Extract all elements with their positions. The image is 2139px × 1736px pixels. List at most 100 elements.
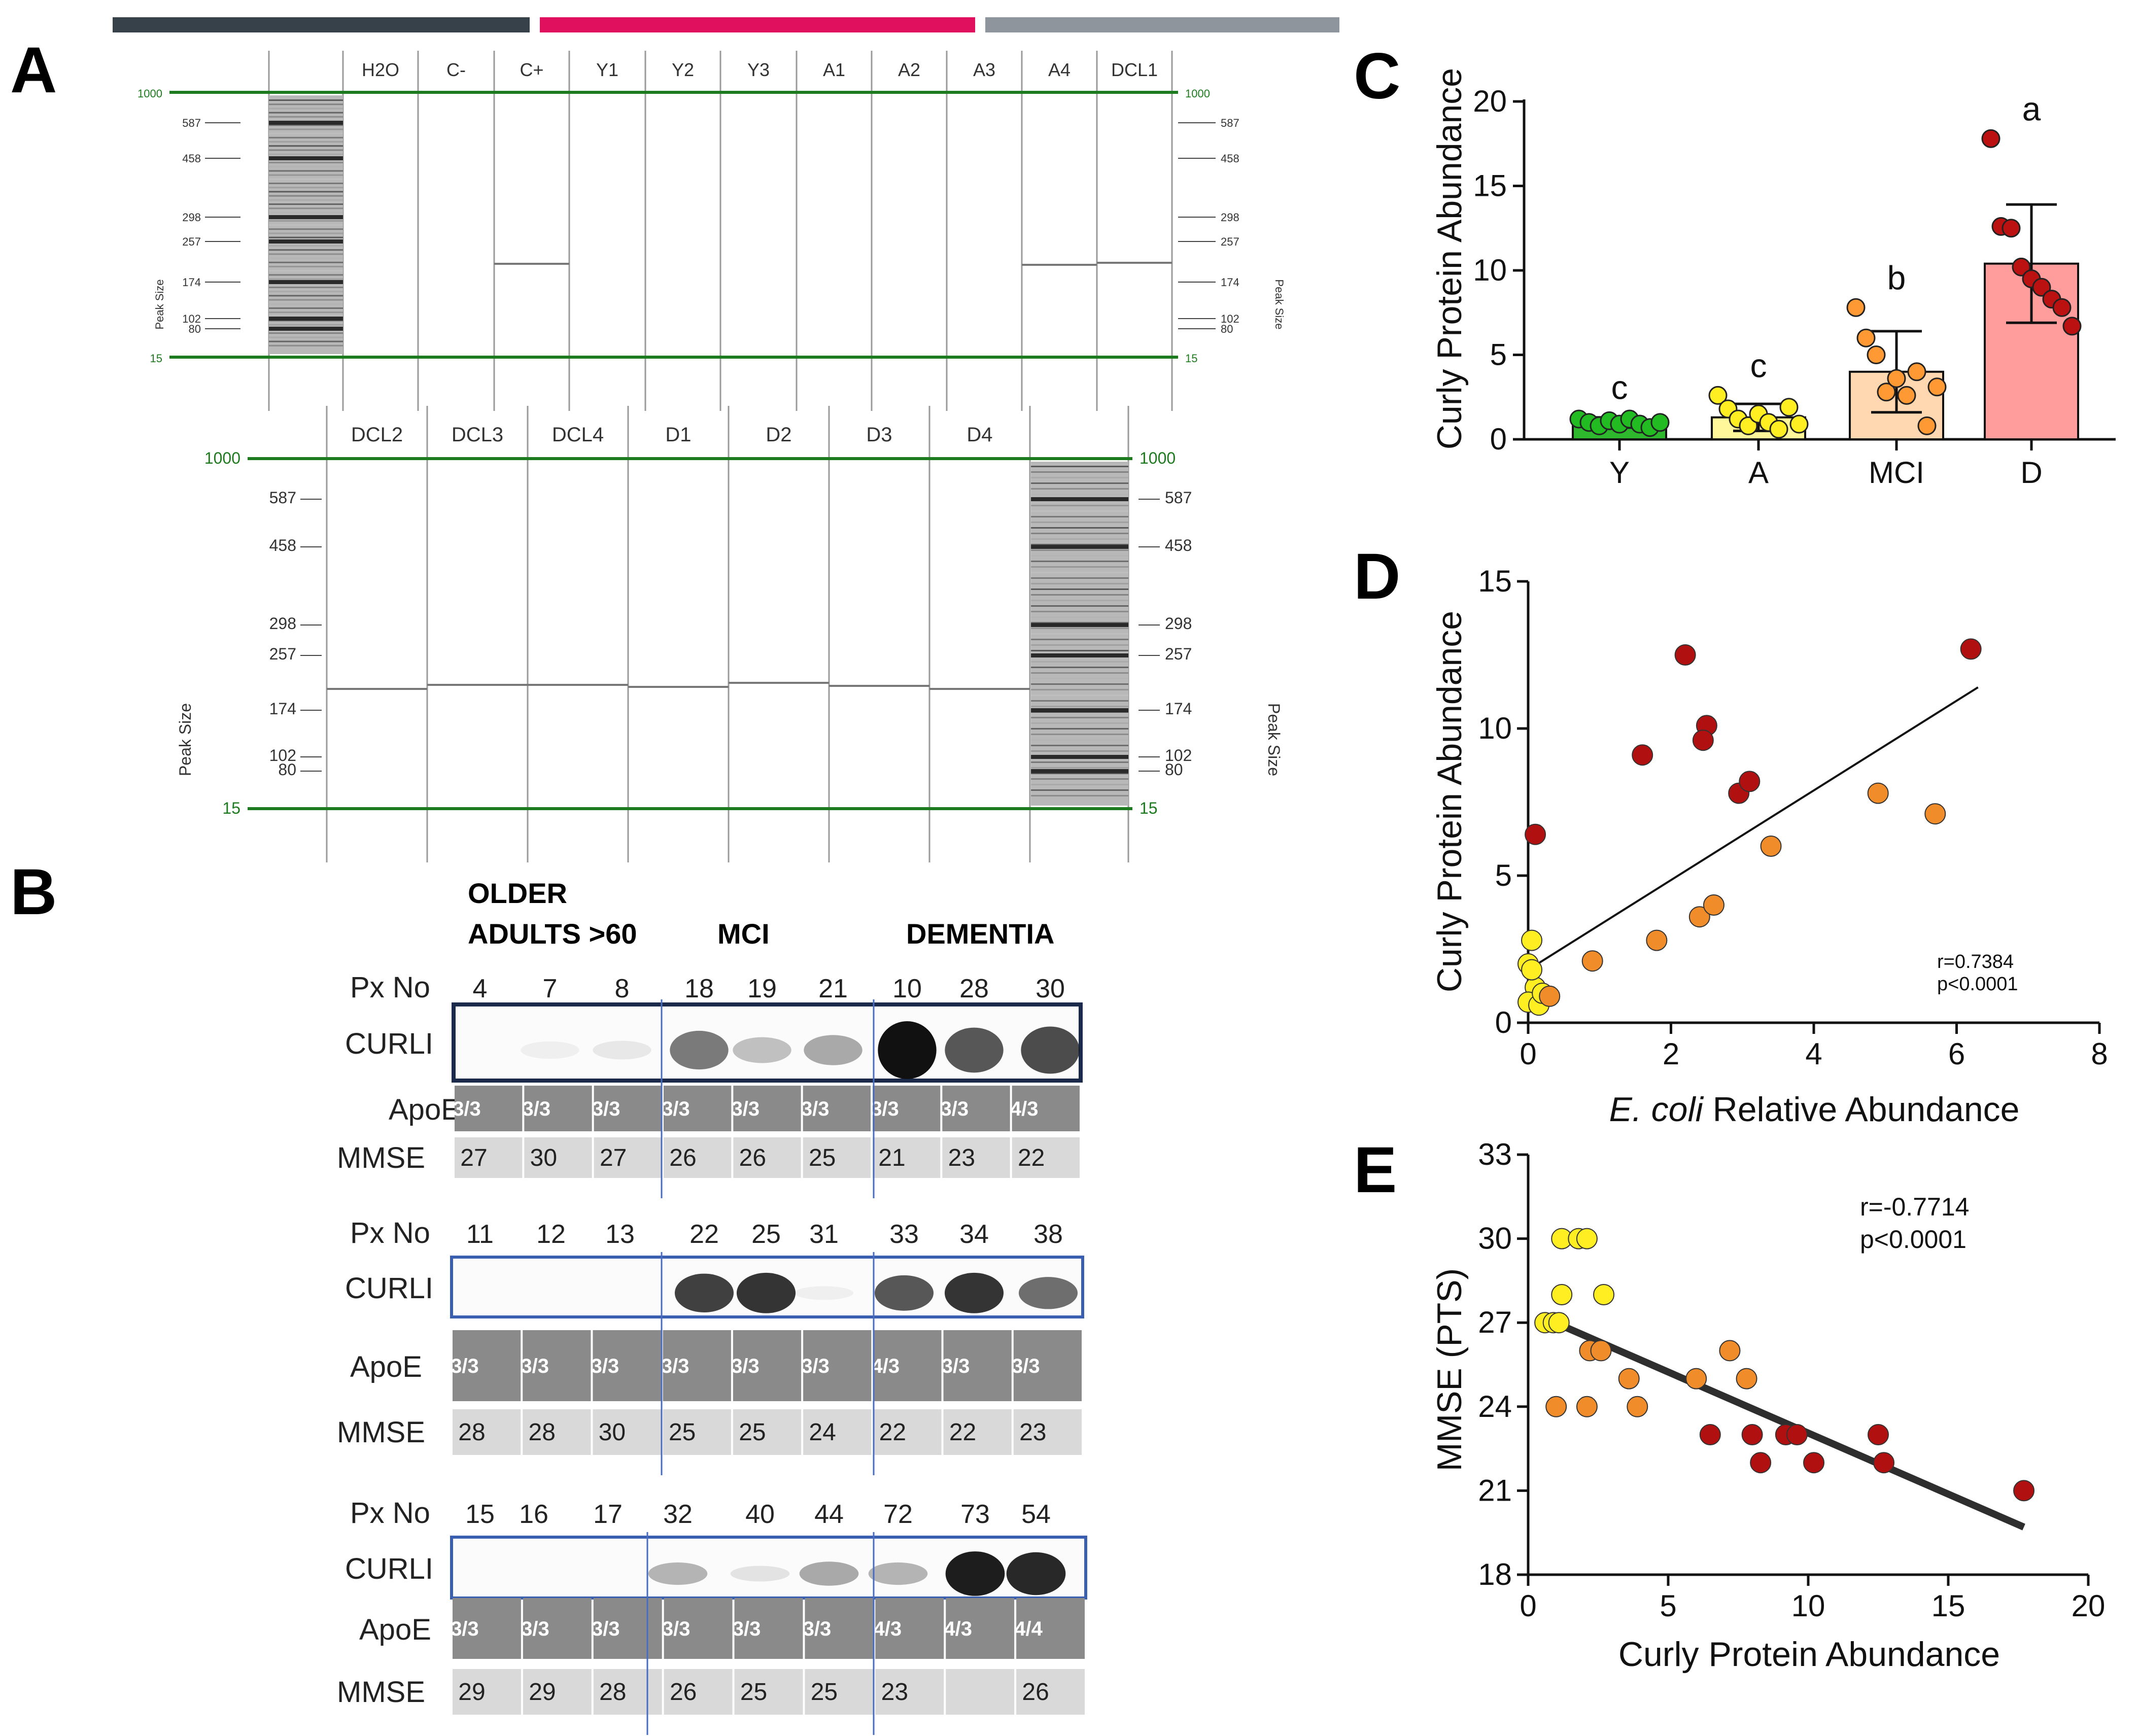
mmse-score: 28 (529, 1419, 556, 1446)
lane-label: D2 (766, 424, 791, 446)
curli-band (670, 1030, 729, 1070)
apoe-cell (1013, 1330, 1082, 1401)
patient-number: 18 (684, 974, 714, 1003)
ladder-band (269, 270, 343, 272)
ladder-band (269, 344, 343, 346)
row-label-mmse: MMSE (337, 1676, 425, 1709)
curli-band (878, 1021, 937, 1079)
curli-band (1018, 1277, 1078, 1309)
mmse-score: 28 (599, 1679, 626, 1706)
data-point (1779, 398, 1799, 417)
ladder-band (269, 261, 343, 263)
x-tick-label: 4 (1805, 1037, 1822, 1071)
ladder-band (1031, 616, 1128, 618)
marker-bottom-label-left: 15 (222, 799, 240, 817)
ladder-band (1031, 767, 1128, 769)
group-header-mci: MCI (717, 918, 770, 950)
ladder-band (1031, 555, 1128, 557)
y-tick-label: 0 (1495, 1005, 1512, 1039)
data-point (1877, 383, 1896, 402)
significance-letter: b (1887, 259, 1906, 296)
stat-p: p<0.0001 (1860, 1225, 1966, 1254)
panel-letter-b: B (10, 856, 57, 928)
ladder-label-left: 80 (278, 760, 296, 779)
ladder-band (1031, 628, 1128, 629)
mmse-score: 21 (878, 1144, 905, 1171)
data-point-mci (1545, 1396, 1567, 1417)
scatter-curly-vs-mmse: 18 21 24 27 30 33 0 5 10 15 20 MMSE (PTS) r=-0.7714 p… (1430, 1137, 2105, 1674)
ladder-band-strong (1031, 623, 1128, 627)
patient-number: 54 (1021, 1500, 1051, 1529)
ladder-band (1031, 689, 1128, 690)
ladder-band (1031, 538, 1128, 540)
ladder-label-right: 174 (1165, 700, 1192, 718)
x-tick-label: 6 (1948, 1037, 1965, 1071)
ladder-band (269, 299, 343, 301)
y-tick-label: 30 (1478, 1222, 1512, 1256)
data-point-mci (1618, 1368, 1640, 1390)
patient-number: 33 (889, 1220, 919, 1249)
apoe-genotype: 3/3 (591, 1355, 619, 1377)
mmse-score: 23 (881, 1679, 908, 1706)
ladder-band (269, 170, 343, 172)
mmse-score: 27 (600, 1144, 627, 1171)
apoe-cell (663, 1330, 731, 1401)
marker-bottom-label-left: 15 (150, 352, 162, 365)
patient-number: 34 (959, 1220, 989, 1249)
patient-number: 8 (615, 974, 630, 1003)
apoe-genotype: 3/3 (451, 1618, 479, 1640)
ladder-label-left: 587 (269, 489, 296, 507)
ladder-band (1031, 695, 1128, 696)
ladder-band (269, 199, 343, 201)
ladder-band-strong (269, 215, 343, 219)
top-bar-magenta (540, 17, 975, 32)
peak-size-label-right: Peak Size (1273, 279, 1286, 329)
ladder-band (1031, 644, 1128, 646)
ladder-band (269, 145, 343, 147)
peak-size-label-left: Peak Size (153, 279, 166, 329)
data-point-a (1521, 959, 1543, 981)
data-point-mci (1924, 803, 1946, 825)
ladder-band (269, 324, 343, 326)
mmse-score: 26 (739, 1144, 766, 1171)
apoe-genotype: 3/3 (871, 1098, 899, 1120)
mmse-cell (942, 1137, 1010, 1178)
ladder-band (269, 149, 343, 151)
x-tick-label: 15 (1931, 1589, 1965, 1623)
ladder-band (1031, 667, 1128, 668)
apoe-genotype: 3/3 (941, 1098, 969, 1120)
ladder-band (269, 195, 343, 197)
ladder-band (1031, 510, 1128, 512)
y-tick-label: 5 (1495, 858, 1512, 892)
ladder-band (269, 278, 343, 280)
panel-letter-d: D (1354, 540, 1400, 613)
apoe-genotype: 4/3 (874, 1618, 902, 1640)
apoe-cell (1012, 1086, 1080, 1131)
marker-top-label-right: 1000 (1140, 449, 1176, 467)
apoe-genotype: 3/3 (523, 1098, 551, 1120)
regression-line (1527, 686, 1979, 971)
western-blot-panels: Px No CURLI ApoE MMSE 4 3/3 27 7 3/3 30 8 3/3 27 18 3/… (337, 971, 1087, 1735)
data-point-mci (1688, 906, 1710, 928)
apoe-genotype: 3/3 (942, 1355, 970, 1377)
ladder-band (269, 224, 343, 226)
patient-number: 21 (818, 974, 848, 1003)
ladder-band (269, 274, 343, 276)
patient-number: 31 (809, 1220, 839, 1249)
data-point (1887, 369, 1906, 388)
data-point-mci (1685, 1368, 1707, 1390)
y-tick-label: 20 (1473, 84, 1507, 118)
mmse-cell (453, 1409, 521, 1455)
ladder-band (1031, 522, 1128, 523)
top-bar-grey (985, 17, 1339, 32)
ladder-band (269, 316, 343, 318)
data-point (1897, 386, 1916, 405)
significance-letter: c (1611, 369, 1628, 406)
y-tick-label: 27 (1478, 1305, 1512, 1339)
mmse-cell (805, 1669, 874, 1715)
lane-label: A2 (898, 59, 920, 80)
group-header-older-line1: OLDER (468, 877, 567, 909)
x-tick-label: 0 (1520, 1037, 1536, 1071)
mmse-cell (803, 1137, 871, 1178)
apoe-cell (455, 1086, 523, 1131)
